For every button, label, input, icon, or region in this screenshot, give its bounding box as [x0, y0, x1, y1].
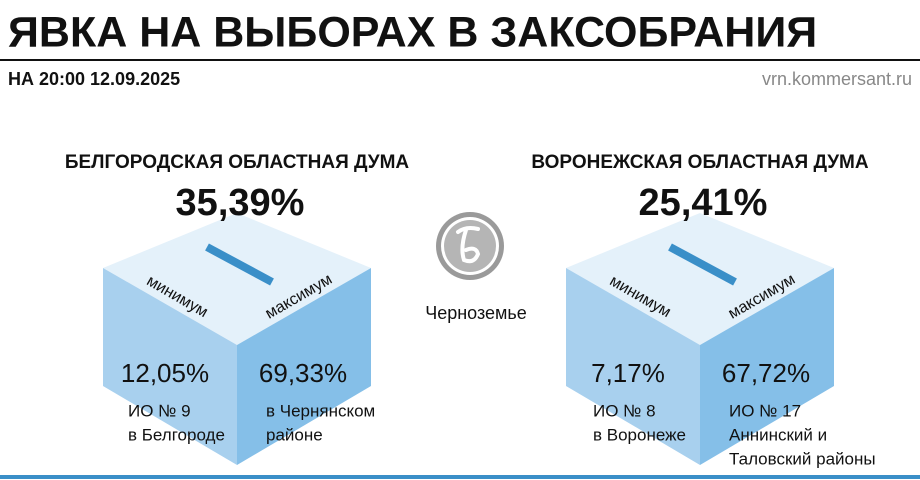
max-place: Аннинский и — [729, 425, 827, 444]
title: ЯВКА НА ВЫБОРАХ В ЗАКСОБРАНИЯ — [8, 8, 817, 56]
max-value: 69,33% — [259, 358, 347, 388]
turnout: 25,41% — [639, 182, 768, 224]
cube-left — [103, 268, 237, 465]
cube-right — [237, 268, 371, 465]
cube-right — [700, 268, 834, 465]
region-label: Черноземье — [425, 303, 527, 323]
min-value: 7,17% — [591, 358, 665, 388]
min-place: в Воронеже — [593, 425, 686, 444]
min-place: в Белгороде — [128, 425, 225, 444]
min-place: ИО № 8 — [593, 401, 656, 420]
panel-title: ВОРОНЕЖСКАЯ ОБЛАСТНАЯ ДУМА — [531, 152, 868, 173]
ballot-slot — [205, 243, 274, 286]
source: vrn.kommersant.ru — [762, 69, 912, 89]
panel: БЕЛГОРОДСКАЯ ОБЛАСТНАЯ ДУМА35,39%минимум… — [65, 152, 410, 465]
max-place: ИО № 17 — [729, 401, 801, 420]
turnout: 35,39% — [176, 182, 305, 224]
logo — [436, 212, 504, 280]
max-value: 67,72% — [722, 358, 810, 388]
cube-top — [103, 213, 371, 345]
cube-top — [566, 213, 834, 345]
max-place: Таловский районы — [729, 449, 876, 468]
cube-left — [566, 268, 700, 465]
subtitle: НА 20:00 12.09.2025 — [8, 69, 180, 89]
min-value: 12,05% — [121, 358, 209, 388]
min-place: ИО № 9 — [128, 401, 191, 420]
ballot-slot — [668, 243, 737, 286]
max-place: в Чернянском — [266, 401, 375, 420]
max-place: районе — [266, 425, 323, 444]
panel-title: БЕЛГОРОДСКАЯ ОБЛАСТНАЯ ДУМА — [65, 152, 410, 173]
